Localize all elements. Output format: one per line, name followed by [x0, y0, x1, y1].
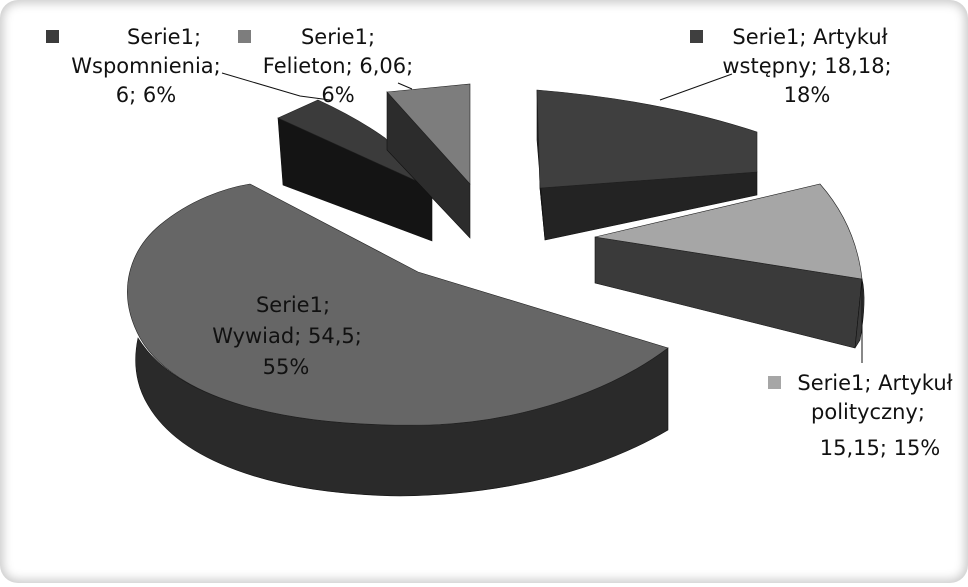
slice-wspomnienia: [277, 99, 433, 242]
data-label-wspomnienia: Serie1; Wspomnienia; 6; 6%: [46, 25, 221, 107]
data-label-line: 15,15; 15%: [820, 436, 941, 460]
data-label-line: Wspomnienia;: [71, 54, 221, 78]
data-label-line: polityczny;: [811, 400, 925, 424]
slice-artykul-wstepny: [536, 89, 758, 241]
data-label-line: Wywiad; 54,5;: [212, 324, 362, 348]
data-label-line: 6; 6%: [116, 83, 176, 107]
data-label-line: Serie1; Artykuł: [732, 25, 887, 49]
legend-marker-artykul-polityczny: [768, 376, 781, 389]
data-label-line: Felieton; 6,06;: [263, 54, 413, 78]
data-label-line: 6%: [321, 83, 354, 107]
slice-felieton: [386, 83, 471, 239]
data-label-line: Serie1;: [127, 25, 201, 49]
data-label-line: Serie1;: [256, 293, 330, 317]
legend-marker-felieton: [238, 30, 251, 43]
slice-top-felieton: [386, 83, 471, 185]
slice-wywiad: [127, 183, 669, 497]
data-label-line: Serie1; Artykuł: [797, 371, 952, 395]
data-label-line: 55%: [263, 355, 310, 379]
leader-line-wspomnienia: [221, 72, 331, 101]
legend-marker-artykul-wstepny: [690, 30, 703, 43]
slice-top-wspomnienia: [277, 99, 433, 189]
legend-marker-wspomnienia: [46, 30, 59, 43]
data-label-wywiad: Serie1; Wywiad; 54,5; 55%: [212, 293, 362, 379]
data-label-line: Serie1;: [301, 25, 375, 49]
data-label-line: 18%: [784, 83, 831, 107]
slice-top-wywiad: [127, 183, 669, 426]
data-label-felieton: Serie1; Felieton; 6,06; 6%: [238, 25, 413, 107]
data-label-artykul-polityczny: Serie1; Artykuł polityczny; 15,15; 15%: [768, 371, 953, 460]
slice-top-artykul-polityczny: [594, 183, 863, 280]
leader-line-artykul-wstepny: [659, 73, 733, 101]
data-label-artykul-wstepny: Serie1; Artykuł wstępny; 18,18; 18%: [690, 25, 892, 107]
leader-line-felieton: [397, 82, 413, 90]
slice-top-artykul-wstepny: [536, 89, 758, 189]
data-label-line: wstępny; 18,18;: [722, 54, 891, 78]
